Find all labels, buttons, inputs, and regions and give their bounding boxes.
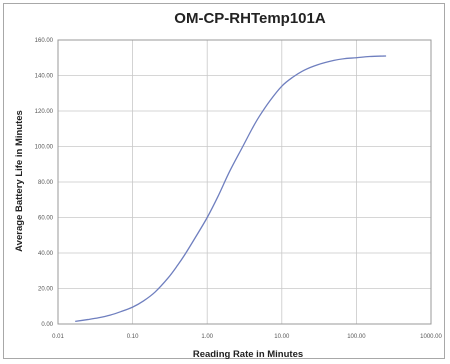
chart-title: OM-CP-RHTemp101A (174, 10, 326, 27)
x-tick-label: 0.01 (52, 334, 64, 340)
x-axis-title: Reading Rate in Minutes (193, 349, 303, 360)
y-axis-title: Average Battery Life in Minutes (14, 110, 25, 252)
x-tick-label: 100.00 (347, 334, 366, 340)
plot-area (57, 39, 432, 325)
series-line (75, 55, 387, 322)
y-tick-label: 40.00 (38, 251, 54, 257)
grid (57, 39, 432, 325)
x-tick-label: 10.00 (274, 334, 290, 340)
y-tick-label: 140.00 (35, 74, 54, 80)
y-tick-label: 80.00 (38, 180, 54, 186)
y-tick-label: 60.00 (38, 216, 54, 222)
tick-labels: 0.00 20.00 40.00 60.00 80.00 100.00 120.00 140.… (35, 38, 443, 340)
y-tick-label: 0.00 (41, 322, 53, 328)
y-tick-label: 120.00 (35, 109, 54, 115)
y-tick-label: 20.00 (38, 287, 54, 293)
x-tick-label: 1.00 (201, 334, 213, 340)
y-tick-label: 100.00 (35, 145, 54, 151)
x-tick-label: 0.10 (127, 334, 139, 340)
x-tick-label: 1000.00 (420, 334, 442, 340)
chart-frame (3, 3, 445, 359)
y-tick-label: 160.00 (35, 38, 54, 44)
